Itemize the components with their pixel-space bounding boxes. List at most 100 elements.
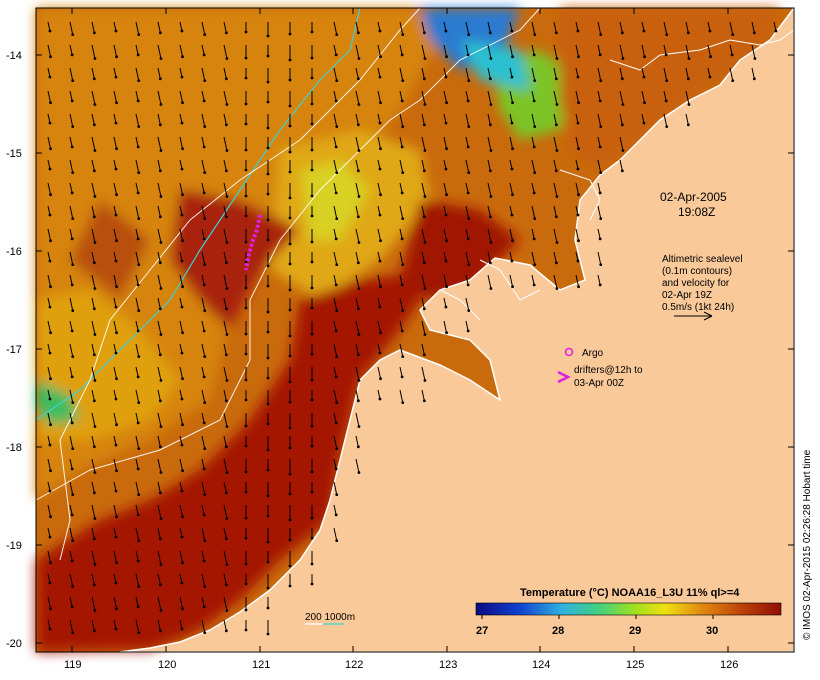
velocity-arrow-head [356, 77, 360, 81]
velocity-arrow-head [511, 285, 514, 289]
velocity-arrow-head [310, 378, 314, 382]
velocity-arrow-head [488, 169, 492, 173]
velocity-arrow [179, 366, 184, 379]
velocity-arrow-head [445, 239, 448, 243]
velocity-arrow [135, 458, 139, 470]
velocity-arrow [597, 205, 602, 219]
lon-tick-label: 126 [720, 659, 738, 671]
velocity-arrow [91, 182, 96, 197]
velocity-arrow [113, 274, 118, 287]
velocity-arrow-head [203, 125, 207, 129]
velocity-arrow [355, 366, 360, 381]
velocity-arrow-head [225, 241, 229, 244]
altimetry-line: and velocity for [662, 278, 730, 289]
velocity-arrow [223, 343, 227, 355]
velocity-arrow [47, 573, 51, 584]
altimetry-line: (0.1m contours) [662, 266, 732, 277]
lat-tick-label: -20 [6, 638, 22, 650]
velocity-arrow [47, 21, 51, 32]
velocity-arrow [333, 297, 338, 311]
velocity-arrow [47, 481, 51, 492]
velocity-arrow [223, 366, 228, 381]
velocity-arrow-head [576, 75, 580, 79]
velocity-arrow-head [266, 264, 270, 268]
velocity-arrow-head [599, 33, 603, 37]
velocity-arrow [47, 596, 52, 609]
velocity-arrow [201, 435, 206, 449]
velocity-arrow-head [310, 582, 314, 586]
velocity-arrow [157, 619, 161, 631]
velocity-arrow [399, 136, 403, 148]
velocity-arrow [355, 159, 359, 171]
velocity-arrow [91, 251, 95, 263]
velocity-arrow-head [114, 167, 118, 171]
velocity-arrow-head [288, 518, 292, 522]
velocity-arrow-head [310, 286, 314, 290]
velocity-arrow [201, 44, 205, 56]
velocity-arrow [135, 113, 140, 127]
velocity-arrow [399, 90, 403, 102]
velocity-arrow-head [49, 147, 52, 151]
velocity-arrow-head [577, 101, 580, 105]
velocity-arrow-head [70, 513, 74, 517]
velocity-arrow [69, 67, 74, 81]
velocity-arrow [179, 389, 183, 400]
velocity-arrow-head [708, 75, 712, 79]
velocity-arrow [135, 366, 139, 378]
velocity-arrow [597, 159, 602, 173]
velocity-arrow [465, 274, 469, 286]
velocity-arrow [773, 21, 777, 32]
velocity-arrow-head [445, 285, 448, 289]
velocity-arrow [509, 90, 514, 103]
velocity-arrow [113, 297, 117, 308]
velocity-arrow-head [158, 261, 162, 265]
velocity-arrow [355, 458, 360, 473]
velocity-arrow-head [225, 195, 229, 198]
velocity-arrow-head [244, 490, 248, 494]
velocity-arrow [465, 21, 470, 35]
velocity-arrow-head [115, 561, 118, 565]
velocity-arrow-head [356, 31, 360, 35]
velocity-arrow-head [225, 149, 229, 152]
velocity-arrow [443, 136, 448, 149]
velocity-arrow [69, 481, 74, 495]
velocity-arrow-head [310, 240, 314, 244]
velocity-arrow-head [180, 305, 184, 309]
velocity-arrow [69, 366, 73, 378]
velocity-arrow [223, 90, 228, 105]
velocity-arrow [179, 113, 183, 124]
velocity-arrow-head [335, 539, 339, 543]
velocity-arrow [399, 67, 404, 81]
velocity-arrow-head [356, 261, 360, 265]
velocity-arrow [201, 297, 206, 311]
velocity-arrow-head [180, 121, 184, 125]
velocity-arrow-head [180, 167, 184, 171]
velocity-arrow-head [225, 609, 229, 612]
velocity-arrow-head [136, 559, 140, 563]
velocity-arrow [377, 67, 381, 78]
velocity-arrow-head [378, 351, 382, 355]
velocity-arrow-head [335, 125, 339, 129]
drifter-marker-icon [557, 370, 571, 384]
velocity-arrow [685, 113, 689, 125]
velocity-arrow-head [444, 75, 448, 79]
velocity-arrow [619, 21, 623, 33]
velocity-arrow-head [401, 171, 405, 175]
velocity-arrow [135, 159, 140, 173]
velocity-arrow-head [357, 241, 361, 244]
velocity-arrow [157, 136, 162, 151]
velocity-arrow-head [686, 77, 690, 81]
velocity-arrow-head [423, 241, 427, 244]
velocity-arrow-head [555, 241, 559, 244]
velocity-arrow-head [488, 123, 492, 127]
velocity-arrow [333, 320, 337, 332]
velocity-arrow [443, 228, 448, 241]
velocity-arrow-head [310, 516, 314, 520]
velocity-arrow-head [202, 191, 206, 195]
velocity-arrow [553, 44, 558, 59]
velocity-arrow-head [244, 306, 248, 310]
velocity-arrow-head [401, 355, 405, 359]
velocity-arrow [421, 113, 425, 125]
velocity-arrow [421, 67, 425, 79]
velocity-arrow-head [203, 539, 207, 543]
